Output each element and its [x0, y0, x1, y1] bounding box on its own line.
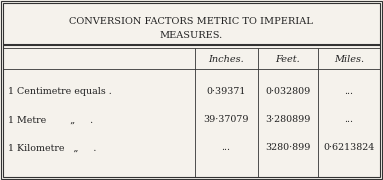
Text: ...: ... [221, 143, 231, 152]
Text: 0·39371: 0·39371 [206, 87, 246, 96]
Text: 3280·899: 3280·899 [265, 143, 311, 152]
Text: 1 Metre        „     .: 1 Metre „ . [8, 116, 93, 125]
Text: MEASURES.: MEASURES. [159, 30, 223, 39]
Text: Feet.: Feet. [276, 55, 300, 64]
Text: 3·280899: 3·280899 [265, 116, 311, 125]
Text: 0·032809: 0·032809 [265, 87, 311, 96]
Text: 1 Centimetre equals .: 1 Centimetre equals . [8, 87, 112, 96]
Text: Miles.: Miles. [334, 55, 364, 64]
Text: 39·37079: 39·37079 [203, 116, 249, 125]
Text: 1 Kilometre   „     .: 1 Kilometre „ . [8, 143, 97, 152]
Text: ...: ... [344, 116, 354, 125]
Text: 0·6213824: 0·6213824 [323, 143, 375, 152]
Text: ...: ... [344, 87, 354, 96]
Text: CONVERSION FACTORS METRIC TO IMPERIAL: CONVERSION FACTORS METRIC TO IMPERIAL [69, 17, 313, 26]
Text: Inches.: Inches. [208, 55, 244, 64]
